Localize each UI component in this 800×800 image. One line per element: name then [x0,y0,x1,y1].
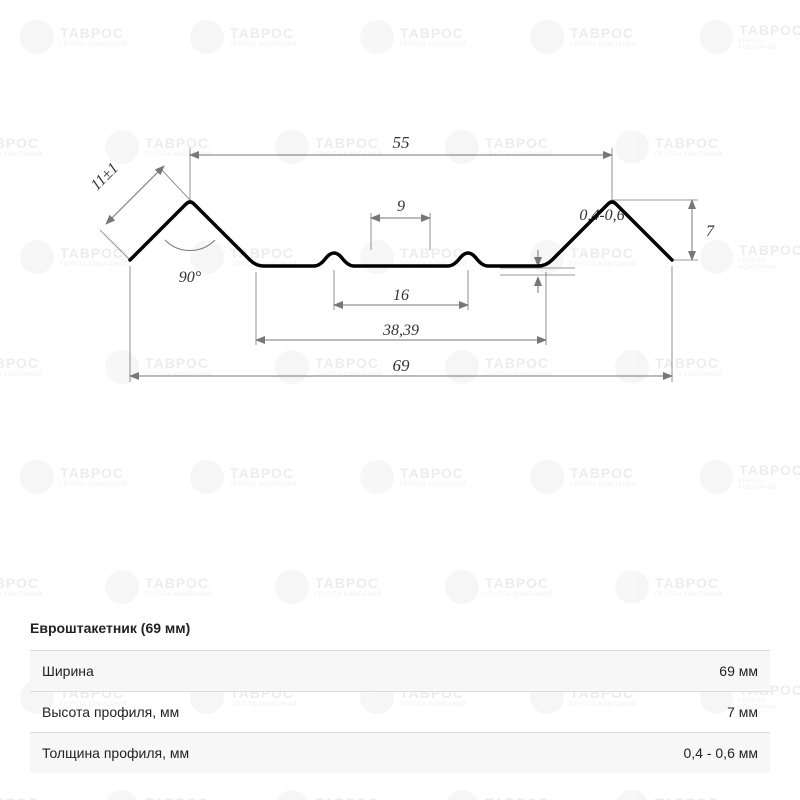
dim-inner-span: 38,39 [382,322,419,339]
table-row: Ширина 69 мм [30,650,770,691]
dim-right-height: 7 [706,223,715,240]
dim-mid-span: 16 [393,287,409,304]
spec-title: Евроштакетник (69 мм) [30,620,770,650]
dim-mid-ridge: 9 [397,198,405,215]
spec-table: Евроштакетник (69 мм) Ширина 69 мм Высот… [30,620,770,773]
spec-value: 69 мм [719,663,758,679]
table-row: Высота профиля, мм 7 мм [30,691,770,732]
spec-label: Толщина профиля, мм [42,745,189,761]
dim-left-slope: 11±1 [88,160,122,194]
diagram-area: 55 11±1 9 0,4-0,6 7 90° 16 38,39 69 [0,0,800,550]
table-row: Толщина профиля, мм 0,4 - 0,6 мм [30,732,770,773]
dim-angle: 90° [179,269,202,286]
spec-label: Высота профиля, мм [42,704,179,720]
spec-value: 0,4 - 0,6 мм [683,745,758,761]
dim-full-span: 69 [393,356,411,375]
dim-top-span: 55 [393,133,410,152]
spec-label: Ширина [42,663,94,679]
spec-value: 7 мм [727,704,758,720]
